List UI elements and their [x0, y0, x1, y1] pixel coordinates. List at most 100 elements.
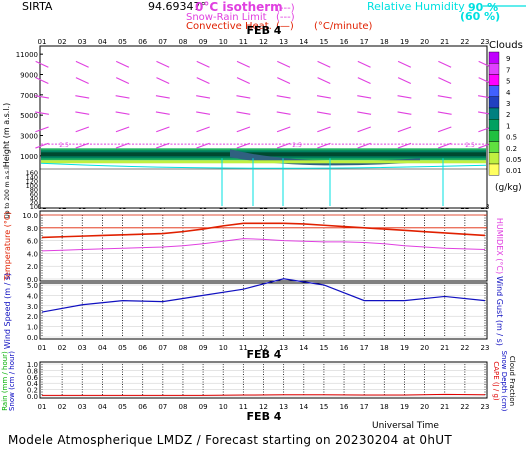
precip-ylabel-cape: CAPE (J / g) — [492, 361, 500, 401]
top-hour-tick-16: 16 — [340, 38, 349, 46]
cloud-panel-frame — [39, 45, 488, 209]
low-hour-tick-10: 10 — [219, 344, 228, 352]
top-hour-tick-21: 21 — [440, 38, 449, 46]
legend-snowrain: Snow-Rain Limit — [186, 12, 267, 23]
hour-ticks-low: 01 02 03 04 05 06 07 08 09 10 11 12 13 14 15 16 17 18 19 20… — [38, 344, 490, 352]
top-hour-tick-12: 12 — [259, 38, 268, 46]
top-hour-tick-13: 13 — [279, 38, 288, 46]
wind-barb — [277, 60, 291, 68]
precip-ylabel-snowdepth: Snow Depth (cm) — [500, 351, 508, 412]
ytick-0.8: 0.8 — [27, 367, 38, 375]
legend-isotherm: 0°C isotherm — [195, 0, 283, 14]
bottom-hour-tick-14: 14 — [299, 403, 308, 411]
low-hour-tick-04: 04 — [98, 344, 107, 352]
legend-rh: Relative Humidity — [367, 0, 465, 13]
date-label-low: FEB 4 — [247, 348, 282, 361]
cloud-ytick-low-120: 120 — [26, 178, 38, 186]
wind-barb — [357, 126, 371, 133]
top-hour-tick-11: 11 — [239, 38, 248, 46]
wind-barb — [156, 60, 170, 68]
wind-barb — [397, 111, 412, 115]
cloud-ytick-1000: 1000 — [20, 153, 38, 161]
wind-barb — [196, 111, 211, 115]
clouds-colorbar: Clouds 9 7 5 4 3 2 1 0.5 0.2 0.05 0.01 (g/kg) — [488, 40, 523, 193]
top-hour-tick-10: 10 — [219, 38, 228, 46]
rh-contours — [40, 158, 487, 206]
top-hour-tick-09: 09 — [199, 38, 208, 46]
series-rain — [42, 393, 486, 396]
wind-barb — [236, 60, 250, 68]
wind-grid — [40, 284, 487, 338]
wind-barb — [35, 77, 49, 85]
cloud-ytick-low-20: 20 — [30, 199, 38, 207]
bottom-hour-tick-03: 03 — [78, 403, 87, 411]
colorbar-cells: 9 7 5 4 3 2 1 0.5 0.2 0.05 0.01 — [488, 51, 522, 176]
wind-ylabel: Wind Speed (m / s) — [3, 273, 12, 349]
top-hour-tick-08: 08 — [178, 38, 187, 46]
low-hour-tick-14: 14 — [299, 344, 308, 352]
bottom-hour-tick-18: 18 — [380, 403, 389, 411]
legend-snowrain-sample: (---) — [276, 12, 295, 23]
ytick-0.0: 0.0 — [27, 334, 38, 342]
precip-lines — [42, 393, 486, 396]
colorbar-cell-3 — [488, 96, 500, 109]
colorbar-level-0.5: 0.5 — [506, 134, 517, 142]
colorbar-cell-2 — [488, 107, 500, 120]
colorbar-level-2: 2 — [506, 111, 510, 119]
cloud-ytick-low-40: 40 — [30, 195, 38, 203]
series-wind-speed — [41, 278, 486, 313]
precip-ylabel-cloudfrac: Cloud Fraction — [508, 356, 516, 406]
low-hour-tick-01: 01 — [38, 344, 47, 352]
footer-caption: Modele Atmospherique LMDZ / Forecast sta… — [8, 433, 452, 447]
legend-convective: Convective Heat. — [186, 21, 272, 32]
isotherm-label: 2.5 — [465, 142, 475, 149]
wind-barb — [236, 126, 251, 133]
cloud-layer — [41, 148, 486, 166]
colorbar-level-0.01: 0.01 — [506, 167, 522, 175]
cloud-ytick-low-10: 10 — [30, 203, 38, 211]
bottom-hour-tick-15: 15 — [319, 403, 328, 411]
wind-barb — [357, 142, 371, 149]
top-hour-tick-01: 01 — [38, 38, 47, 46]
wind-lines — [41, 278, 486, 313]
ytick-0.4: 0.4 — [27, 380, 39, 388]
cloud-ytick-5000: 5000 — [20, 112, 38, 120]
precip-ylabel-rain: Rain (mm / hour) — [1, 351, 9, 411]
wind-barb — [75, 142, 90, 149]
rh-contour-horizontal — [40, 162, 487, 169]
wind-barb — [236, 111, 251, 115]
wind-barb — [35, 60, 49, 68]
temp-lines — [40, 214, 487, 252]
wind-barb — [196, 60, 210, 68]
precip-ylabel-snow: Snow (cm / hour) — [8, 351, 16, 411]
colorbar-level-3: 3 — [506, 100, 510, 108]
colorbar-level-4: 4 — [506, 89, 511, 97]
colorbar-cell-0.05 — [488, 152, 500, 165]
colorbar-unit: (g/kg) — [495, 183, 522, 193]
colorbar-level-7: 7 — [506, 66, 510, 74]
wind-barb — [317, 142, 331, 149]
universal-time-label: Universal Time — [372, 421, 439, 431]
top-hour-tick-23: 23 — [481, 38, 490, 46]
wind-barb — [437, 126, 452, 133]
top-hour-tick-05: 05 — [118, 38, 127, 46]
top-hour-tick-15: 15 — [319, 38, 328, 46]
bottom-hour-tick-21: 21 — [440, 403, 449, 411]
low-hour-tick-21: 21 — [440, 344, 449, 352]
legend-rh-60: (60 %) — [460, 10, 500, 23]
low-hour-tick-15: 15 — [319, 344, 328, 352]
colorbar-level-5: 5 — [506, 78, 510, 86]
low-hour-tick-12: 12 — [259, 344, 268, 352]
hour-ticks-bottom: 01 02 03 04 05 06 07 08 09 10 11 12 13 14 15 16 17 18 19 20… — [38, 403, 490, 411]
wind-barb — [317, 77, 331, 85]
colorbar-level-0.05: 0.05 — [506, 156, 522, 164]
wind-barb — [276, 95, 291, 99]
isotherm-label: 2.5 — [292, 142, 302, 149]
colorbar-level-0.2: 0.2 — [506, 145, 517, 153]
ytick-0.0: 0.0 — [27, 393, 38, 401]
bottom-hour-tick-01: 01 — [38, 403, 47, 411]
bottom-hour-tick-08: 08 — [178, 403, 187, 411]
wind-barb — [438, 77, 452, 85]
cloud-ytick-low-80: 80 — [30, 186, 38, 194]
